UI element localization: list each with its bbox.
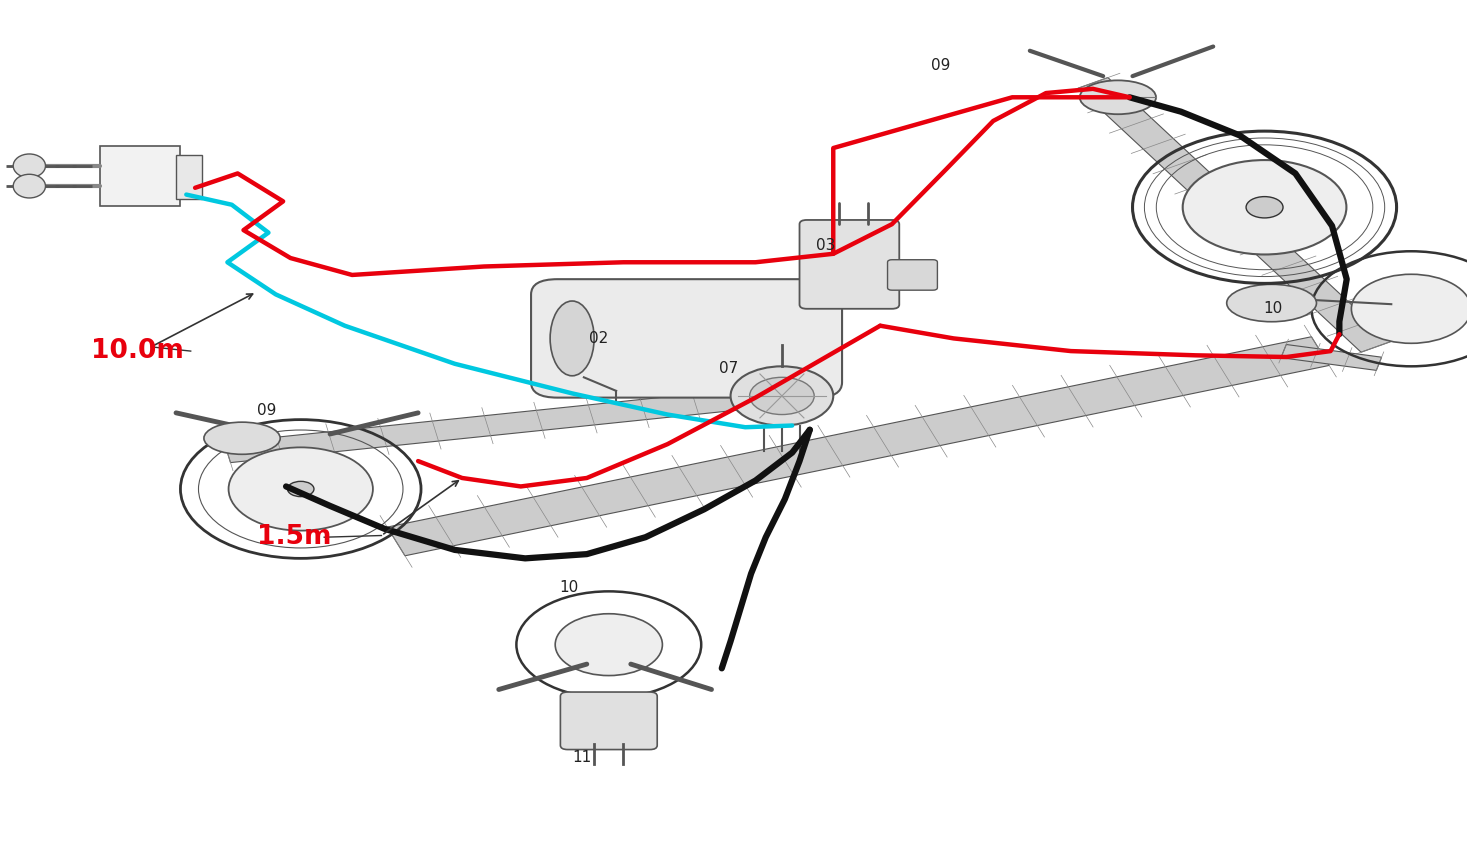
Text: 10: 10 bbox=[559, 580, 579, 596]
Circle shape bbox=[1182, 160, 1347, 255]
Polygon shape bbox=[387, 337, 1329, 556]
Ellipse shape bbox=[1226, 284, 1316, 321]
Polygon shape bbox=[1281, 344, 1382, 371]
Circle shape bbox=[750, 377, 814, 415]
Text: 10: 10 bbox=[1263, 301, 1284, 316]
Circle shape bbox=[288, 481, 314, 497]
FancyBboxPatch shape bbox=[888, 260, 937, 290]
Ellipse shape bbox=[1080, 80, 1156, 114]
Ellipse shape bbox=[204, 422, 280, 454]
Ellipse shape bbox=[13, 154, 45, 178]
Text: 1.5m: 1.5m bbox=[257, 525, 332, 550]
FancyBboxPatch shape bbox=[531, 279, 842, 398]
Polygon shape bbox=[224, 383, 802, 463]
Ellipse shape bbox=[13, 174, 45, 198]
Text: 10.0m: 10.0m bbox=[91, 338, 183, 364]
Circle shape bbox=[1245, 196, 1284, 218]
FancyBboxPatch shape bbox=[176, 155, 202, 199]
Text: 09: 09 bbox=[930, 58, 951, 74]
FancyBboxPatch shape bbox=[800, 220, 899, 309]
Text: 11: 11 bbox=[572, 750, 593, 765]
Text: 03: 03 bbox=[816, 238, 836, 253]
Ellipse shape bbox=[550, 301, 594, 376]
FancyBboxPatch shape bbox=[560, 692, 657, 750]
Polygon shape bbox=[1078, 78, 1391, 352]
Text: 09: 09 bbox=[257, 403, 277, 418]
Circle shape bbox=[731, 366, 833, 426]
Circle shape bbox=[1351, 274, 1467, 343]
Text: 02: 02 bbox=[588, 331, 609, 346]
Circle shape bbox=[229, 448, 373, 530]
Text: 07: 07 bbox=[719, 360, 739, 376]
FancyBboxPatch shape bbox=[100, 146, 180, 206]
Circle shape bbox=[555, 613, 663, 676]
